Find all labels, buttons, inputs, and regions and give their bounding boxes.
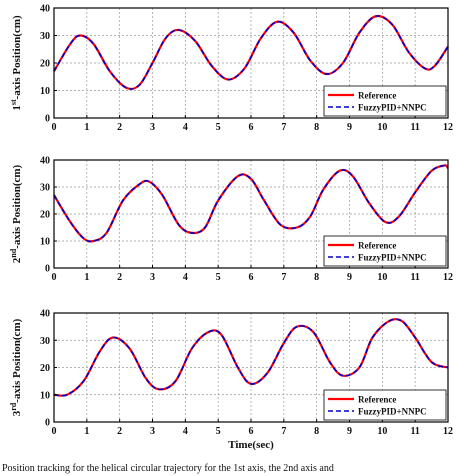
x-axis-label: Time(sec)	[228, 439, 274, 451]
figure-caption: Position tracking for the helical circul…	[2, 463, 334, 474]
legend: Reference FuzzyPID+NNPC	[323, 85, 447, 117]
series-line-fuzzypid-nnpc	[53, 164, 449, 243]
y-tick-label: 30	[40, 336, 50, 347]
y-tick-label: 0	[45, 114, 50, 125]
legend-entry: Reference	[358, 241, 396, 251]
legend-entry: FuzzyPID+NNPC	[358, 253, 427, 263]
x-tick-label: 11	[410, 272, 419, 283]
x-tick-label: 9	[347, 426, 352, 437]
x-tick-label: 11	[410, 122, 419, 133]
y-tick-label: 20	[40, 59, 50, 70]
x-tick-label: 8	[314, 426, 319, 437]
y-tick-label: 10	[40, 390, 50, 401]
y-tick-label: 20	[40, 363, 50, 374]
y-tick-label: 20	[40, 210, 50, 221]
x-tick-label: 12	[443, 122, 453, 133]
x-tick-label: 10	[377, 122, 387, 133]
x-tick-label: 12	[443, 272, 453, 283]
x-tick-label: 3	[150, 272, 155, 283]
x-tick-label: 3	[150, 122, 155, 133]
y-axis-label: 3rd-axis Position(cm)	[9, 318, 23, 416]
x-tick-label: 6	[249, 272, 254, 283]
legend-entry: Reference	[358, 395, 396, 405]
x-tick-label: 8	[314, 122, 319, 133]
legend-entry: Reference	[358, 91, 396, 101]
x-tick-label: 9	[347, 122, 352, 133]
x-tick-label: 7	[281, 426, 286, 437]
y-tick-label: 0	[45, 418, 50, 429]
x-tick-label: 10	[377, 426, 387, 437]
x-tick-label: 11	[410, 426, 419, 437]
y-tick-label: 40	[40, 4, 50, 15]
series-line-fuzzypid-nnpc	[53, 318, 449, 397]
y-axis-label: 2nd-axis Position(cm)	[9, 164, 23, 263]
x-tick-label: 2	[117, 122, 122, 133]
y-tick-label: 10	[40, 86, 50, 97]
x-tick-label: 0	[52, 122, 57, 133]
x-tick-label: 5	[216, 272, 221, 283]
x-tick-label: 10	[377, 272, 387, 283]
y-axis-label: 1st-axis Position(cm)	[9, 15, 23, 111]
x-tick-label: 12	[443, 426, 453, 437]
legend-entry: FuzzyPID+NNPC	[358, 103, 427, 113]
y-tick-label: 30	[40, 31, 50, 42]
x-tick-label: 4	[183, 272, 188, 283]
x-tick-label: 9	[347, 272, 352, 283]
x-tick-label: 0	[52, 272, 57, 283]
legend-box	[323, 389, 447, 421]
x-tick-label: 6	[249, 426, 254, 437]
x-tick-label: 1	[84, 122, 89, 133]
x-tick-label: 7	[281, 272, 286, 283]
x-tick-label: 0	[52, 426, 57, 437]
legend: Reference FuzzyPID+NNPC	[323, 389, 447, 421]
legend: Reference FuzzyPID+NNPC	[323, 235, 447, 267]
x-tick-label: 1	[84, 272, 89, 283]
legend-box	[323, 85, 447, 117]
y-tick-label: 30	[40, 183, 50, 194]
x-tick-label: 8	[314, 272, 319, 283]
y-tick-label: 40	[40, 156, 50, 167]
x-tick-label: 1	[84, 426, 89, 437]
x-tick-label: 5	[216, 426, 221, 437]
y-tick-label: 0	[45, 264, 50, 275]
legend-entry: FuzzyPID+NNPC	[358, 407, 427, 417]
x-tick-label: 2	[117, 426, 122, 437]
y-tick-label: 40	[40, 309, 50, 320]
x-tick-label: 3	[150, 426, 155, 437]
x-tick-label: 4	[183, 122, 188, 133]
x-tick-label: 4	[183, 426, 188, 437]
x-tick-label: 6	[249, 122, 254, 133]
legend-box	[323, 235, 447, 267]
series-line-reference	[53, 14, 449, 91]
x-tick-label: 7	[281, 122, 286, 133]
y-tick-label: 10	[40, 237, 50, 248]
x-tick-label: 2	[117, 272, 122, 283]
x-tick-label: 5	[216, 122, 221, 133]
